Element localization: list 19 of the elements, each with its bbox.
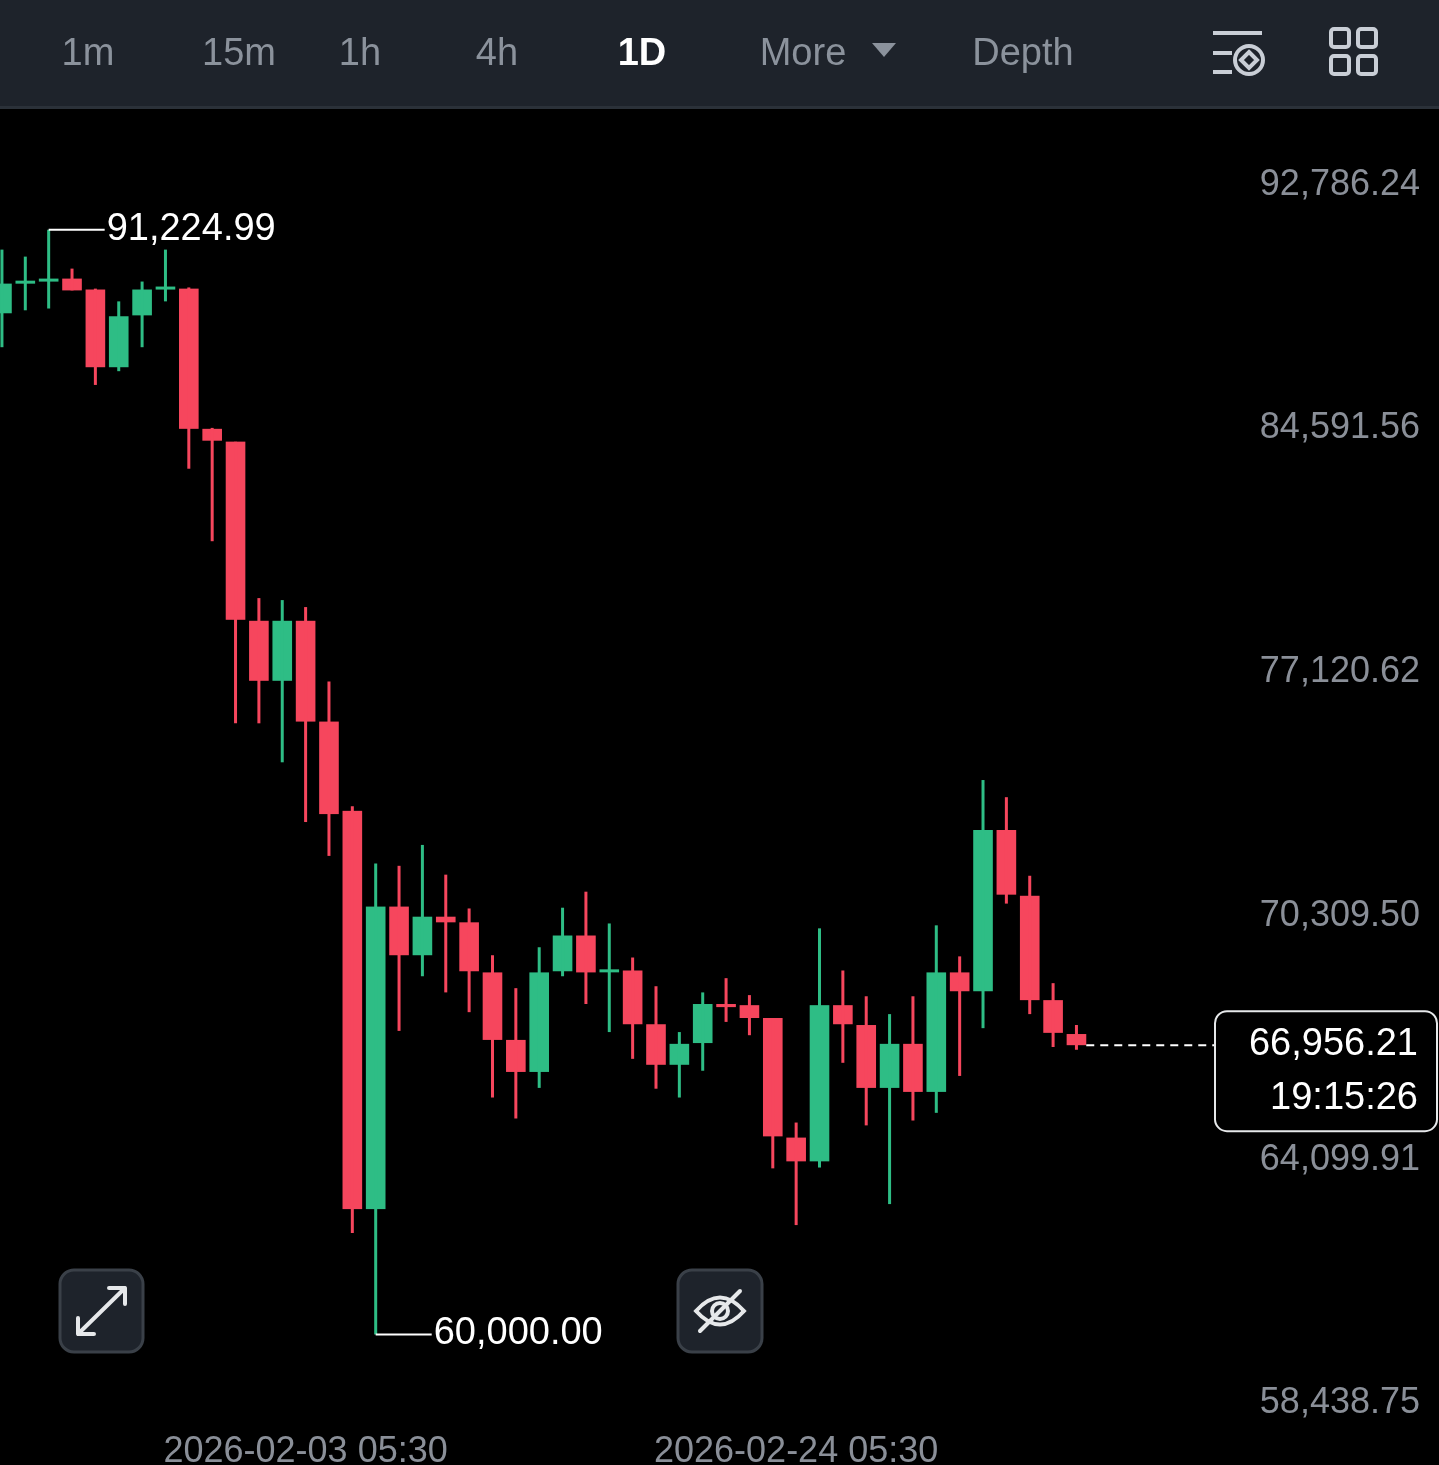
text: 1D — [617, 30, 667, 74]
y-tick-label: 58,438.75 — [1259, 1380, 1420, 1422]
y-tick-label: 64,099.91 — [1259, 1136, 1420, 1178]
y-tick-label: 77,120.62 — [1259, 649, 1420, 691]
text: Depth — [972, 30, 1074, 74]
text: 1m — [61, 30, 115, 74]
text: 1h — [338, 30, 382, 74]
text: 4h — [475, 30, 519, 74]
annotation: 19:15:26 — [1270, 1075, 1418, 1118]
text: More — [759, 30, 847, 74]
y-tick-label: 92,786.24 — [1259, 161, 1420, 203]
x-tick-label: 2026-02-03 05:30 — [163, 1428, 448, 1465]
text: 15m — [202, 30, 276, 74]
annotation: 60,000.00 — [433, 1310, 603, 1353]
y-tick-label: 70,309.50 — [1259, 892, 1420, 934]
y-tick-label: 84,591.56 — [1259, 405, 1420, 447]
ref-line-label: 66,956.21 — [1248, 1021, 1418, 1064]
annotation: 91,224.99 — [106, 205, 276, 248]
x-tick-label: 2026-02-24 05:30 — [654, 1428, 939, 1465]
